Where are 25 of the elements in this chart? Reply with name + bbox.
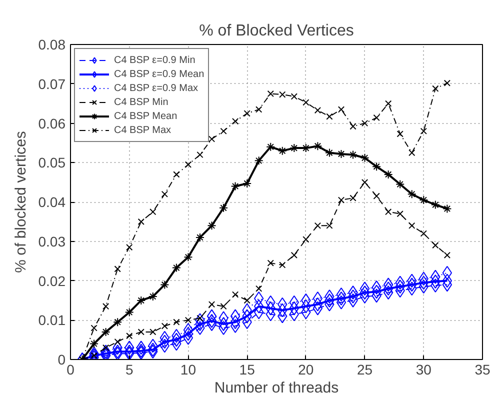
x-tick-label: 30: [416, 362, 432, 378]
y-tick-label: 0.01: [38, 312, 66, 328]
x-tick-label: 5: [125, 362, 134, 378]
y-tick-label: 0.03: [38, 233, 66, 250]
y-tick-label: 0.02: [38, 272, 66, 289]
y-tick-label: 0: [58, 352, 66, 368]
y-tick-label: 0.07: [38, 76, 66, 92]
y-axis-title: % of blocked vertices: [12, 131, 30, 273]
y-tick-label: 0.05: [38, 154, 66, 171]
legend-label: C4 BSP ε=0.9 Min: [114, 54, 196, 67]
x-tick-label: 25: [357, 362, 373, 378]
chart-title: % of Blocked Vertices: [199, 22, 354, 40]
x-tick-label: 20: [298, 362, 314, 378]
y-tick-label: 0.06: [38, 115, 66, 132]
legend-label: C4 BSP Mean: [114, 110, 178, 123]
x-tick-label: 10: [180, 362, 196, 378]
legend-label: C4 BSP Max: [114, 124, 172, 137]
x-axis-title: Number of threads: [214, 380, 339, 396]
x-tick-label: 15: [239, 362, 256, 378]
legend-label: C4 BSP ε=0.9 Mean: [114, 68, 204, 81]
y-tick-label: 0.04: [38, 194, 66, 210]
x-tick-label: 35: [474, 362, 490, 378]
legend-label: C4 BSP Min: [114, 96, 168, 109]
y-tick-label: 0.08: [38, 36, 66, 52]
legend-label: C4 BSP ε=0.9 Max: [114, 82, 198, 95]
